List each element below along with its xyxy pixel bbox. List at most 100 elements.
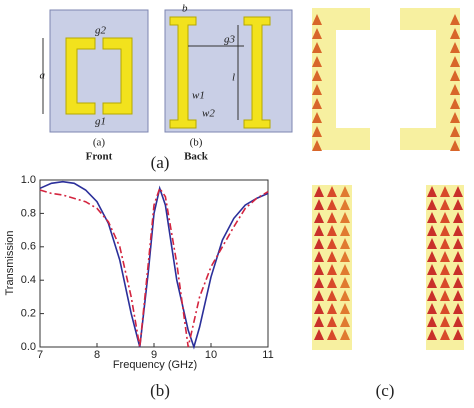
- field-arrow: [427, 290, 437, 301]
- dim-label: g3: [224, 34, 236, 46]
- field-arrow: [453, 212, 463, 223]
- y-tick-label: 0.0: [21, 341, 36, 353]
- field-arrow: [312, 28, 322, 39]
- field-arrow: [340, 186, 350, 197]
- field-arrow: [440, 277, 450, 288]
- field-arrow: [327, 264, 337, 275]
- field-arrow: [340, 277, 350, 288]
- field-arrow: [312, 84, 322, 95]
- field-arrow: [327, 277, 337, 288]
- panel-label: (b): [150, 381, 170, 400]
- field-arrow: [450, 14, 460, 25]
- field-arrow: [453, 238, 463, 249]
- back-bar: [243, 16, 271, 129]
- caption: Back: [184, 151, 209, 163]
- field-arrow: [440, 264, 450, 275]
- field-arrow: [314, 264, 324, 275]
- y-tick-label: 1.0: [21, 174, 36, 186]
- series-line: [39, 180, 269, 350]
- field-arrow: [427, 251, 437, 262]
- field-arrow: [340, 316, 350, 327]
- field-arrow: [327, 199, 337, 210]
- series-line: [39, 186, 269, 348]
- field-arrow: [314, 225, 324, 236]
- field-arrow: [327, 329, 337, 340]
- field-arrow: [314, 238, 324, 249]
- field-bracket: [400, 8, 460, 150]
- field-arrow: [327, 186, 337, 197]
- field-arrow: [427, 186, 437, 197]
- field-arrow: [340, 329, 350, 340]
- field-arrow: [453, 303, 463, 314]
- field-arrow: [440, 290, 450, 301]
- y-axis-label: Transmission: [4, 231, 16, 296]
- dim-label: w2: [202, 108, 215, 120]
- field-arrow: [312, 70, 322, 81]
- field-arrow: [340, 199, 350, 210]
- field-arrow: [453, 329, 463, 340]
- panel-label: (c): [376, 381, 395, 400]
- x-tick-label: 7: [37, 349, 43, 361]
- field-arrow: [453, 316, 463, 327]
- field-arrow: [453, 290, 463, 301]
- field-arrow: [340, 212, 350, 223]
- sub-label: (a): [93, 137, 106, 149]
- field-arrow: [450, 70, 460, 81]
- field-bracket: [312, 8, 370, 150]
- field-arrow: [340, 238, 350, 249]
- field-arrow: [340, 303, 350, 314]
- field-arrow: [327, 238, 337, 249]
- field-arrow: [440, 199, 450, 210]
- field-arrow: [427, 264, 437, 275]
- field-arrow: [314, 316, 324, 327]
- dim-label: l: [232, 72, 235, 84]
- y-tick-label: 0.6: [21, 241, 36, 253]
- field-arrow: [327, 212, 337, 223]
- field-arrow: [440, 186, 450, 197]
- field-arrow: [327, 303, 337, 314]
- y-tick-label: 0.4: [21, 274, 36, 286]
- front-ring: [65, 37, 133, 115]
- field-arrow: [314, 199, 324, 210]
- field-arrow: [340, 264, 350, 275]
- dim-label: b: [182, 3, 188, 15]
- field-arrow: [427, 277, 437, 288]
- field-arrow: [440, 251, 450, 262]
- field-arrow: [427, 329, 437, 340]
- field-arrow: [450, 98, 460, 109]
- field-arrow: [312, 42, 322, 53]
- field-arrow: [314, 290, 324, 301]
- field-arrow: [314, 329, 324, 340]
- x-axis-label: Frequency (GHz): [113, 359, 197, 371]
- field-arrow: [312, 98, 322, 109]
- field-arrow: [340, 225, 350, 236]
- field-arrow: [440, 238, 450, 249]
- field-arrow: [440, 329, 450, 340]
- field-arrow: [440, 212, 450, 223]
- field-arrow: [453, 225, 463, 236]
- field-arrow: [327, 251, 337, 262]
- field-arrow: [450, 84, 460, 95]
- field-arrow: [312, 56, 322, 67]
- field-arrow: [450, 140, 460, 151]
- dim-label: a: [40, 70, 46, 82]
- caption: Front: [86, 151, 113, 163]
- field-arrow: [327, 225, 337, 236]
- y-tick-label: 0.8: [21, 207, 36, 219]
- field-arrow: [453, 264, 463, 275]
- x-tick-label: 9: [151, 349, 157, 361]
- field-arrow: [314, 186, 324, 197]
- field-arrow: [450, 112, 460, 123]
- field-arrow: [450, 56, 460, 67]
- field-arrow: [450, 126, 460, 137]
- field-maps: [312, 8, 464, 350]
- field-arrow: [312, 140, 322, 151]
- field-arrow: [312, 112, 322, 123]
- field-arrow: [312, 126, 322, 137]
- field-arrow: [450, 42, 460, 53]
- dim-label: w1: [192, 90, 205, 102]
- field-arrow: [427, 199, 437, 210]
- field-arrow: [453, 251, 463, 262]
- field-arrow: [427, 316, 437, 327]
